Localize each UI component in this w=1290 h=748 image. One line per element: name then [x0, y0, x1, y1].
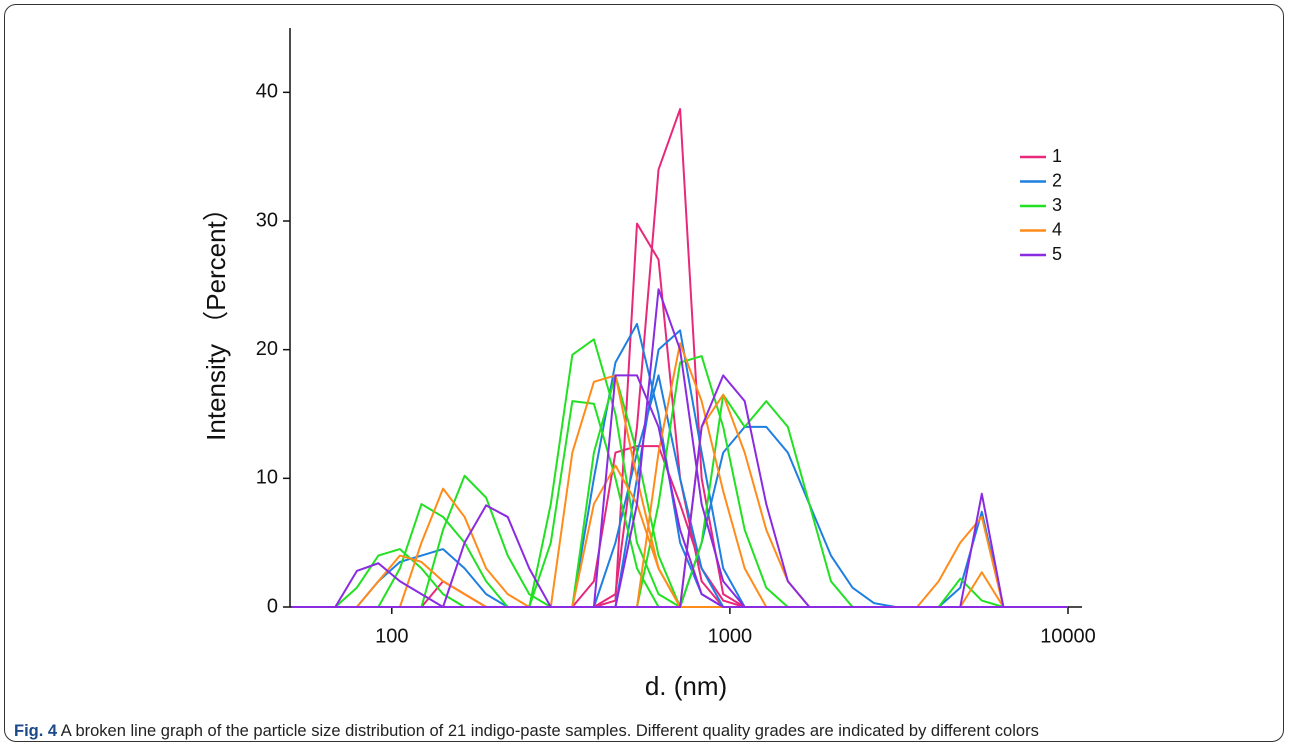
sample-line [292, 393, 1069, 608]
legend-label: 1 [1052, 146, 1062, 166]
y-tick-label: 40 [256, 81, 278, 103]
legend-label: 4 [1052, 219, 1062, 239]
chart: d. (nm) Intensity （Percent） 0 10 20 30 40 100… [201, 28, 1096, 701]
x-tick-label: 10000 [1040, 625, 1096, 647]
x-axis-label: d. (nm) [645, 671, 727, 701]
figure-frame [4, 4, 1284, 742]
caption-text: A broken line graph of the particle size… [60, 722, 1039, 740]
sample-line [292, 374, 1069, 608]
caption: Fig. 4 A broken line graph of the partic… [14, 722, 1039, 741]
y-tick-label: 30 [256, 209, 278, 231]
sample-line [292, 374, 1069, 608]
caption-label: Fig. 4 [14, 722, 58, 740]
sample-line [292, 374, 1069, 608]
x-tick-label: 100 [375, 625, 408, 647]
legend-label: 5 [1052, 244, 1062, 264]
x-tick-label: 1000 [708, 625, 753, 647]
sample-line [292, 222, 1069, 608]
y-tick-label: 10 [256, 467, 278, 489]
sample-line [292, 374, 1069, 608]
y-tick-label: 20 [256, 338, 278, 360]
sample-line [292, 374, 1069, 608]
legend-label: 2 [1052, 170, 1062, 190]
y-axis-label: Intensity （Percent） [201, 195, 231, 441]
sample-line [292, 393, 1069, 608]
y-tick-label: 0 [267, 595, 278, 617]
legend-label: 3 [1052, 195, 1062, 215]
